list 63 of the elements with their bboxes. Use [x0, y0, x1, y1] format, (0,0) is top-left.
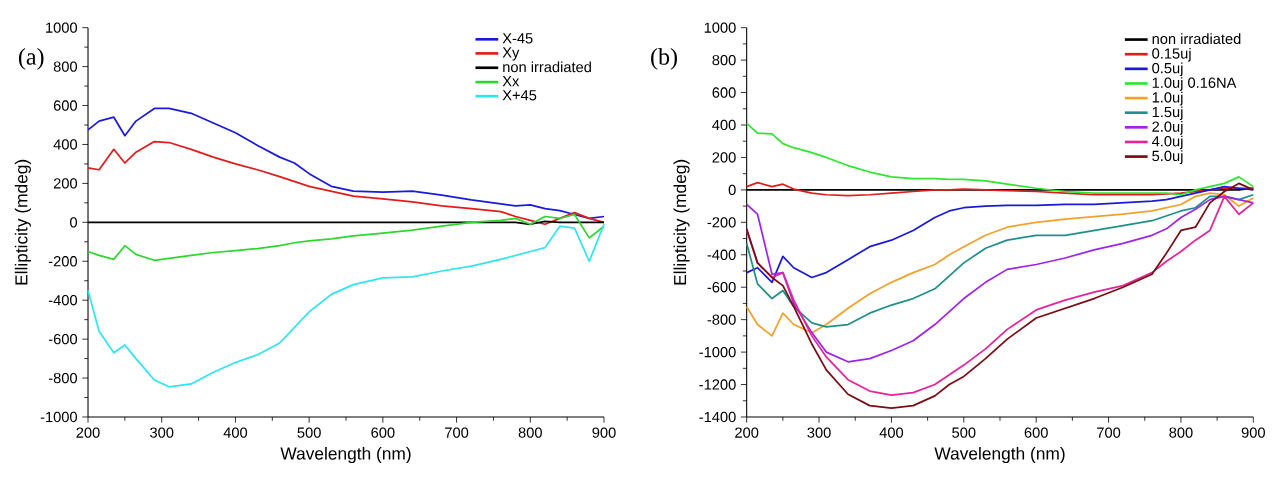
- legend-label: X+45: [502, 90, 537, 101]
- legend-label: 1.0uj: [1152, 91, 1183, 106]
- y-tick-label: 800: [712, 54, 736, 66]
- y-axis-title: Ellipticity (mdeg): [14, 159, 31, 285]
- x-tick-label: 900: [592, 427, 616, 438]
- y-tick-label: 1000: [46, 22, 78, 33]
- x-tick-label: 600: [1024, 427, 1048, 438]
- text: (b): [651, 47, 677, 70]
- x-tick-label: 300: [807, 427, 831, 438]
- x-tick-label: 500: [952, 427, 976, 438]
- x-tick-label: 700: [1097, 427, 1121, 438]
- x-tick-label: 400: [879, 427, 904, 438]
- y-tick-label: 0: [728, 184, 736, 196]
- x-tick-label: 500: [297, 427, 321, 438]
- legend-label: 2.0uj: [1152, 121, 1183, 135]
- x-tick-label: 200: [735, 427, 759, 438]
- y-tick-label: -400: [707, 249, 736, 260]
- legend-label: non irradiated: [1152, 33, 1241, 45]
- legend-label: 1.5uj: [1152, 106, 1183, 121]
- text: (a): [18, 47, 44, 70]
- x-tick-label: 800: [1169, 427, 1193, 438]
- line-series: [745, 195, 1255, 363]
- y-tick-label: -400: [48, 295, 78, 306]
- y-tick-label: 1000: [704, 22, 736, 33]
- x-tick-label: 700: [445, 427, 469, 438]
- line-series: [87, 107, 605, 220]
- legend-label: X-45: [502, 33, 533, 44]
- legend-label: Xx: [502, 76, 520, 87]
- y-tick-label: -1000: [40, 411, 78, 423]
- y-axis-title: Ellipticity (mdeg): [673, 159, 690, 285]
- legend-label: 0.5uj: [1152, 62, 1183, 77]
- x-tick-label: 200: [76, 427, 100, 438]
- x-tick-label: 400: [223, 427, 248, 438]
- y-tick-label: -600: [48, 333, 78, 345]
- y-tick-label: -600: [707, 282, 736, 293]
- x-axis-title: Wavelength (nm): [280, 446, 411, 464]
- legend-label: 1.0uj 0.16NA: [1152, 77, 1237, 91]
- y-tick-label: 400: [53, 139, 78, 150]
- legend-label: non irradiated: [503, 61, 591, 73]
- y-tick-label: 800: [53, 61, 78, 72]
- y-tick-label: -800: [48, 372, 78, 384]
- y-tick-label: 600: [712, 87, 736, 98]
- y-tick-label: 0: [70, 217, 78, 228]
- y-tick-label: -200: [48, 256, 78, 267]
- x-tick-label: 800: [518, 427, 542, 438]
- y-tick-label: 200: [712, 152, 736, 163]
- y-tick-label: -1400: [699, 411, 736, 423]
- y-tick-label: -1000: [699, 346, 736, 358]
- y-tick-label: -1200: [699, 379, 736, 390]
- y-tick-label: 400: [712, 119, 736, 131]
- y-tick-label: -800: [707, 314, 736, 325]
- line-series: [87, 213, 605, 262]
- legend-label: 4.0uj: [1151, 135, 1183, 150]
- x-tick-label: 600: [371, 427, 395, 438]
- y-tick-label: -200: [707, 217, 736, 228]
- legend-label: 0.15uj: [1152, 47, 1191, 62]
- x-tick-label: 900: [1241, 427, 1265, 438]
- legend-label: 5.0uj: [1152, 150, 1183, 164]
- y-tick-label: 600: [53, 100, 78, 111]
- x-tick-label: 300: [150, 427, 174, 438]
- y-tick-label: 200: [53, 178, 78, 189]
- legend-label: Xy: [502, 47, 520, 61]
- x-axis-title: Wavelength (nm): [934, 446, 1065, 464]
